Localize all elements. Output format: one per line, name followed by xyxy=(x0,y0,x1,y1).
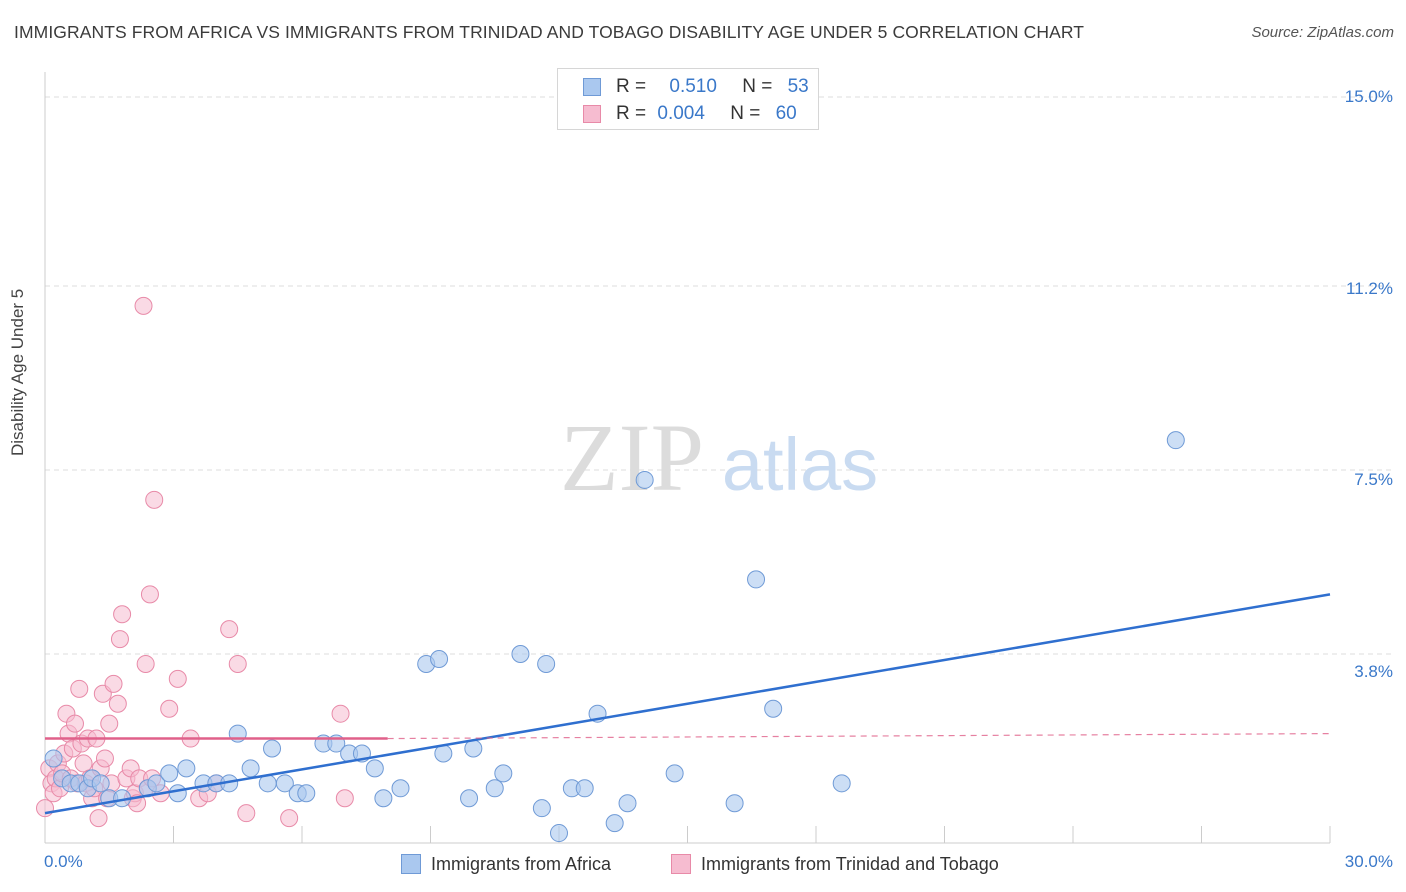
y-tick-label: 11.2% xyxy=(1346,279,1393,298)
africa-point xyxy=(275,774,294,793)
trinidad-point xyxy=(113,605,132,624)
africa-point xyxy=(44,749,63,768)
trinidad-point xyxy=(95,749,114,768)
africa-swatch xyxy=(401,854,421,874)
africa-point xyxy=(747,570,766,589)
n-label: N = xyxy=(730,103,761,124)
africa-point xyxy=(365,759,384,778)
africa-points xyxy=(44,431,1185,843)
n-label: N = xyxy=(742,76,773,97)
trinidad-trend-extension xyxy=(387,732,1331,740)
r-label: R = xyxy=(616,103,647,124)
legend-item-trinidad: Immigrants from Trinidad and Tobago xyxy=(671,851,999,877)
trinidad-point xyxy=(70,679,89,698)
trinidad-point xyxy=(104,674,123,693)
trinidad-point xyxy=(89,809,108,828)
legend-row-africa: R = 0.510 N = 53 xyxy=(583,75,809,99)
legend-label: Immigrants from Trinidad and Tobago xyxy=(701,853,999,874)
trinidad-point xyxy=(74,754,93,773)
africa-point xyxy=(605,814,624,833)
trinidad-point xyxy=(134,296,153,315)
africa-point xyxy=(168,784,187,803)
africa-point xyxy=(725,794,744,813)
trinidad-swatch xyxy=(583,105,601,123)
source-credit: Source: ZipAtlas.com xyxy=(1251,24,1394,41)
trinidad-points xyxy=(36,296,354,828)
legend-row-trinidad: R = 0.004 N = 60 xyxy=(583,102,797,126)
africa-point xyxy=(1166,431,1185,450)
chart-title: IMMIGRANTS FROM AFRICA VS IMMIGRANTS FRO… xyxy=(14,22,1085,42)
africa-point xyxy=(618,794,637,813)
legend-label: Immigrants from Africa xyxy=(431,853,612,874)
africa-point xyxy=(537,654,556,673)
africa-point xyxy=(147,774,166,793)
trinidad-point xyxy=(108,694,127,713)
y-tick-label: 7.5% xyxy=(1354,470,1393,489)
trinidad-point xyxy=(220,620,239,639)
africa-point xyxy=(485,779,504,798)
africa-point xyxy=(575,779,594,798)
africa-point xyxy=(430,649,449,668)
africa-point xyxy=(297,784,316,803)
trinidad-point xyxy=(140,585,159,604)
africa-point xyxy=(665,764,684,783)
africa-point xyxy=(177,759,196,778)
trinidad-point xyxy=(100,714,119,733)
grid-lines xyxy=(45,96,1392,655)
n-value: 53 xyxy=(787,76,809,97)
africa-point xyxy=(374,789,393,808)
africa-point xyxy=(494,764,513,783)
r-label: R = xyxy=(616,76,647,97)
watermark: ZIP atlas xyxy=(560,404,878,511)
trinidad-point xyxy=(160,699,179,718)
n-value: 60 xyxy=(775,103,797,124)
axes xyxy=(44,72,1331,844)
trinidad-point xyxy=(228,654,247,673)
africa-point xyxy=(511,645,530,664)
trinidad-point xyxy=(36,799,54,818)
trinidad-point xyxy=(65,714,84,733)
x-tick-label: 30.0% xyxy=(1344,852,1393,871)
trinidad-point xyxy=(145,490,164,509)
africa-point xyxy=(391,779,410,798)
x-tick-label: 0.0% xyxy=(44,852,83,871)
trend-lines xyxy=(44,593,1331,815)
africa-point xyxy=(460,789,479,808)
africa-point xyxy=(464,739,483,758)
africa-point xyxy=(91,774,110,793)
africa-point xyxy=(532,799,551,818)
trinidad-point xyxy=(335,789,354,808)
trinidad-swatch xyxy=(671,854,691,874)
africa-trend-line xyxy=(44,593,1331,815)
y-tick-label: 3.8% xyxy=(1354,662,1393,681)
trinidad-point xyxy=(110,630,129,649)
y-tick-label: 15.0% xyxy=(1344,87,1393,106)
africa-point xyxy=(635,470,654,489)
africa-point xyxy=(832,774,851,793)
africa-point xyxy=(764,699,783,718)
watermark-zip: ZIP xyxy=(560,404,704,511)
africa-swatch xyxy=(583,78,601,96)
africa-point xyxy=(263,739,282,758)
africa-point xyxy=(550,824,568,843)
watermark-atlas: atlas xyxy=(722,423,878,506)
trinidad-point xyxy=(136,654,155,673)
y-axis-label: Disability Age Under 5 xyxy=(8,288,27,456)
trinidad-point xyxy=(237,804,256,823)
trinidad-point xyxy=(331,704,350,723)
r-value: 0.004 xyxy=(657,103,705,124)
correlation-legend: R = 0.510 N = 53 R = 0.004 N = 60 xyxy=(557,68,819,130)
trinidad-point xyxy=(280,809,299,828)
africa-point xyxy=(241,759,260,778)
africa-point xyxy=(160,764,179,783)
legend-item-africa: Immigrants from Africa xyxy=(401,851,611,877)
trinidad-point xyxy=(168,669,187,688)
r-value: 0.510 xyxy=(669,76,717,97)
